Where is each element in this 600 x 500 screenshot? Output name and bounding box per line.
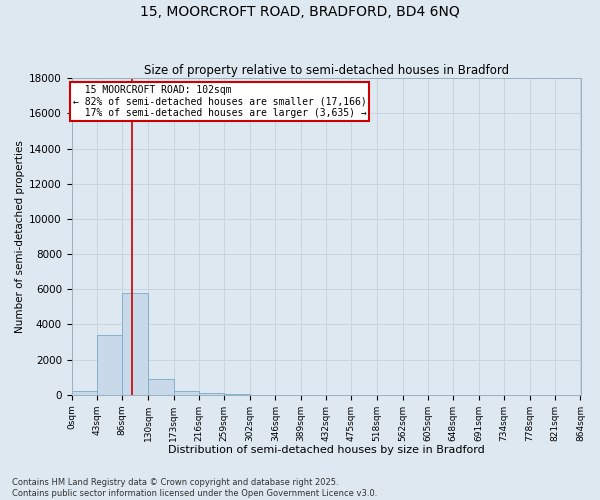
X-axis label: Distribution of semi-detached houses by size in Bradford: Distribution of semi-detached houses by … — [167, 445, 484, 455]
Text: 15, MOORCROFT ROAD, BRADFORD, BD4 6NQ: 15, MOORCROFT ROAD, BRADFORD, BD4 6NQ — [140, 5, 460, 19]
Bar — [173, 391, 199, 394]
Bar — [148, 379, 173, 394]
Bar — [71, 391, 97, 394]
Text: Contains HM Land Registry data © Crown copyright and database right 2025.
Contai: Contains HM Land Registry data © Crown c… — [12, 478, 377, 498]
Bar — [199, 393, 224, 394]
Title: Size of property relative to semi-detached houses in Bradford: Size of property relative to semi-detach… — [143, 64, 509, 77]
Bar — [122, 292, 148, 394]
Bar — [97, 335, 122, 394]
Text: 15 MOORCROFT ROAD: 102sqm
← 82% of semi-detached houses are smaller (17,166)
  1: 15 MOORCROFT ROAD: 102sqm ← 82% of semi-… — [73, 85, 367, 118]
Y-axis label: Number of semi-detached properties: Number of semi-detached properties — [15, 140, 25, 333]
